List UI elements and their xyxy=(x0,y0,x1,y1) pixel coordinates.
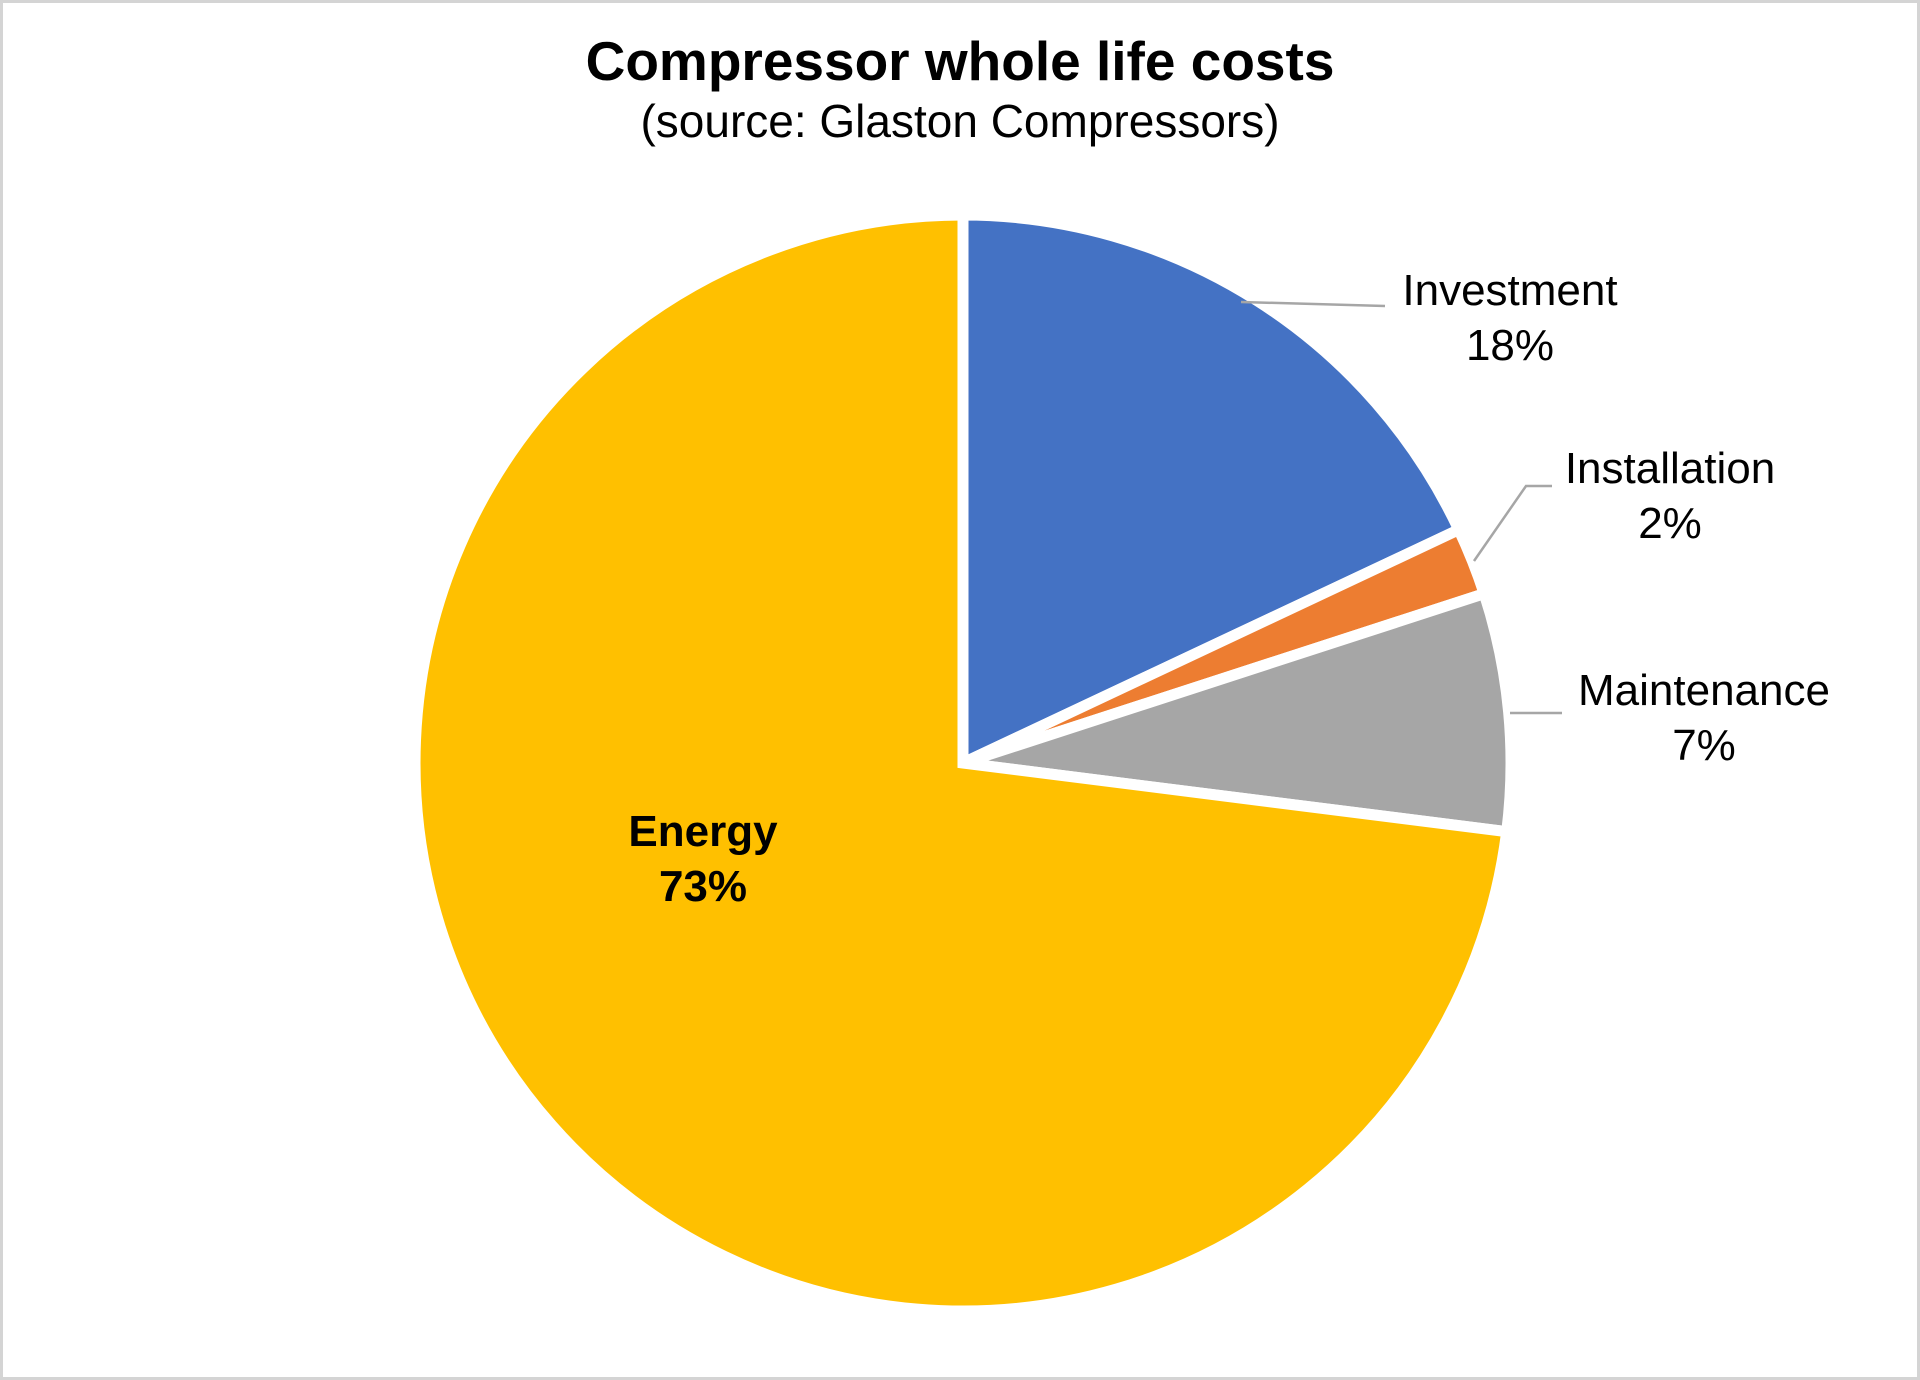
chart-subtitle: (source: Glaston Compressors) xyxy=(640,95,1280,147)
chart-header: Compressor whole life costs (source: Gla… xyxy=(3,29,1917,149)
slice-label-energy-name: Energy xyxy=(628,807,778,856)
slice-label-investment-name: Investment xyxy=(1402,266,1618,315)
pie-slice-maintenance xyxy=(961,586,1517,838)
chart-title: Compressor whole life costs xyxy=(585,30,1335,92)
slice-label-investment: Investment 18% xyxy=(1360,263,1660,373)
slice-label-maintenance: Maintenance 7% xyxy=(1539,663,1869,773)
slice-label-maintenance-pct: 7% xyxy=(1672,721,1736,770)
slice-label-investment-pct: 18% xyxy=(1465,321,1555,370)
pie-chart xyxy=(409,209,1562,1317)
slice-label-installation-pct: 2% xyxy=(1638,499,1702,548)
slice-label-energy: Energy 73% xyxy=(553,804,853,914)
leader-line-investment xyxy=(1240,300,1386,308)
slice-label-installation-name: Installation xyxy=(1564,444,1776,493)
slice-label-maintenance-name: Maintenance xyxy=(1578,666,1830,715)
slice-label-installation: Installation 2% xyxy=(1520,441,1820,551)
pie-slice-investment xyxy=(957,209,1467,772)
pie-slice-energy xyxy=(409,209,1513,1317)
leader-line-installation xyxy=(1472,484,1552,562)
slice-label-energy-pct: 73% xyxy=(658,862,748,911)
